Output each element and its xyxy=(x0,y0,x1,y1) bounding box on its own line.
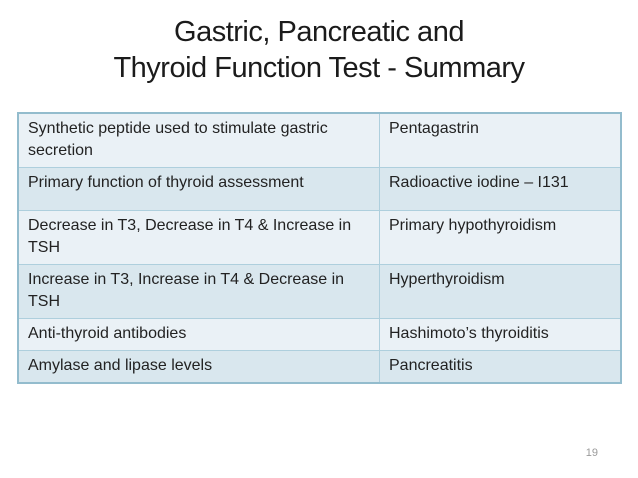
test-result-cell: Radioactive iodine – I131 xyxy=(389,174,569,191)
table-row: Synthetic peptide used to stimulate gast… xyxy=(19,114,620,167)
summary-table: Synthetic peptide used to stimulate gast… xyxy=(17,112,622,384)
test-description-cell: Primary function of thyroid assessment xyxy=(19,168,380,210)
table-row: Increase in T3, Increase in T4 & Decreas… xyxy=(19,264,620,318)
test-description-cell: Increase in T3, Increase in T4 & Decreas… xyxy=(19,265,380,318)
slide-title-line2: Thyroid Function Test - Summary xyxy=(113,52,525,84)
slide-title-line1: Gastric, Pancreatic and xyxy=(174,16,464,48)
test-result-cell: Primary hypothyroidism xyxy=(389,217,557,234)
test-result-cell: Pentagastrin xyxy=(389,120,479,137)
table-row: Anti-thyroid antibodies Hashimoto’s thyr… xyxy=(19,318,620,350)
test-result-cell: Hyperthyroidism xyxy=(389,271,505,288)
test-result-cell: Hashimoto’s thyroiditis xyxy=(389,325,549,342)
table-row: Primary function of thyroid assessment R… xyxy=(19,167,620,210)
test-description-cell: Amylase and lipase levels xyxy=(19,351,380,382)
test-result-cell: Pancreatitis xyxy=(389,357,473,374)
test-description-cell: Synthetic peptide used to stimulate gast… xyxy=(19,114,380,167)
table-row: Amylase and lipase levels Pancreatitis xyxy=(19,350,620,382)
slide-title: Gastric, Pancreatic and Thyroid Function… xyxy=(0,14,638,86)
test-description-cell: Anti-thyroid antibodies xyxy=(19,319,380,350)
table-row: Decrease in T3, Decrease in T4 & Increas… xyxy=(19,210,620,264)
test-description-cell: Decrease in T3, Decrease in T4 & Increas… xyxy=(19,211,380,264)
slide-page-number: 19 xyxy=(585,447,598,459)
